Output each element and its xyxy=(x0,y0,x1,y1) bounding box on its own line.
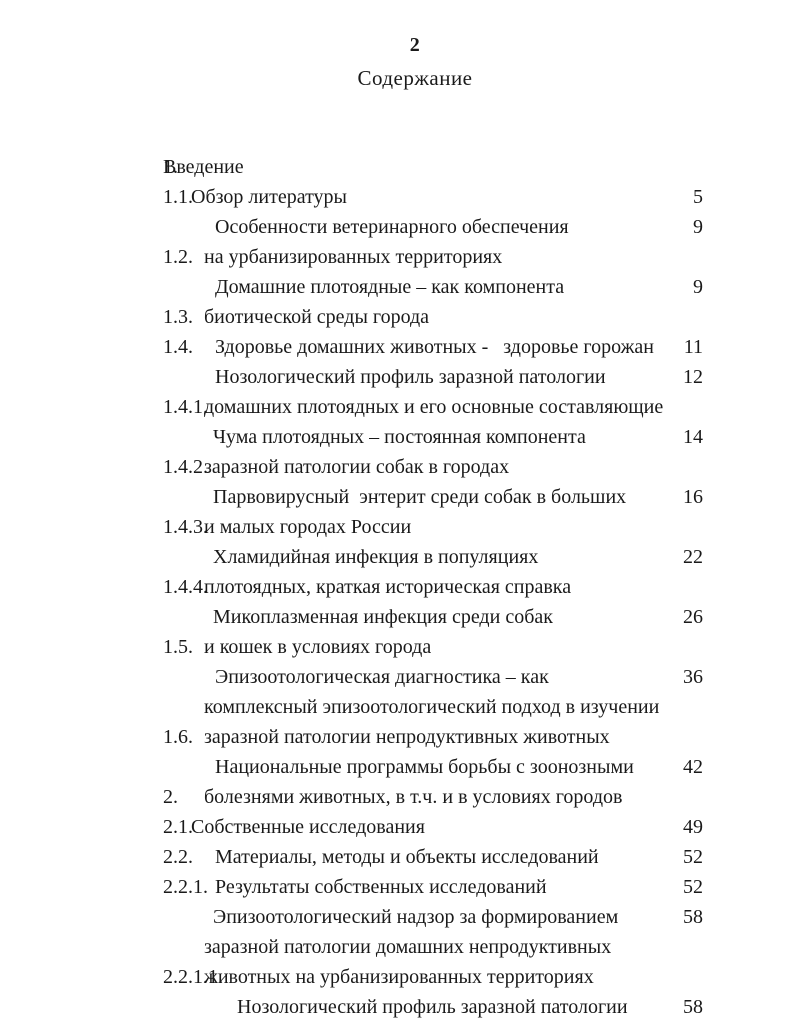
toc-entry-text: Здоровье домашних животных - здоровье го… xyxy=(215,336,655,358)
toc-entry-number: 1.5. xyxy=(163,636,193,658)
toc-entry-number: 1.6. xyxy=(163,726,193,748)
toc-title: Содержание xyxy=(357,66,473,90)
toc-entry-text: Эпизоотологический надзор за формировани… xyxy=(213,906,619,928)
toc-entry-text: Чума плотоядных – постоянная компонента xyxy=(213,426,586,448)
toc-entry-number: 1.3. xyxy=(163,306,193,328)
toc-entry-text: Парвовирусный энтерит среди собак в боль… xyxy=(213,486,627,508)
toc-entry: 1.4.2. Парвовирусный энтерит среди собак… xyxy=(0,422,799,508)
toc-entry-text: на урбанизированных территориях xyxy=(204,246,503,268)
toc-entry-number: 2.2.1.1. xyxy=(163,966,223,988)
toc-entry-number: 1.1. xyxy=(163,186,193,208)
toc-entry-number: 1.4.1. xyxy=(163,396,208,418)
toc-entry: 1. Обзор литературы 9 xyxy=(0,122,799,238)
toc-entry: на урбанизированных территориях 9 xyxy=(0,182,799,298)
toc-entry: 1.4.3. Хламидийная инфекция в популяциях xyxy=(0,482,799,568)
toc-entry-number: 2.2.1. xyxy=(163,876,208,898)
toc-entry-page: 36 xyxy=(683,666,703,688)
toc-entry-page: 52 xyxy=(683,846,703,868)
toc-entry: 1.6. Национальные программы борьбы с зоо… xyxy=(0,692,799,778)
toc-entry-text: Микоплазменная инфекция среди собак xyxy=(213,606,553,628)
toc-entry-number: 1.4. xyxy=(163,336,193,358)
toc-entry-number: 1.4.4. xyxy=(163,576,208,598)
toc-entry-number: 2.1. xyxy=(163,816,193,838)
toc-entry: 1.4. Нозологический профиль заразной пат… xyxy=(0,302,799,388)
toc-entry: комплексный эпизоотологический подход в … xyxy=(0,632,799,718)
toc-entry-page: 9 xyxy=(693,276,703,298)
toc-entry-number: 1. xyxy=(163,156,178,178)
toc-entry: 1.2. Домашние плотоядные – как компонент… xyxy=(0,212,799,298)
toc-entry: плотоядных, краткая историческая справка… xyxy=(0,512,799,628)
toc-entry-text: Нозологический профиль заразной патологи… xyxy=(237,996,628,1018)
toc-entry: и кошек в условиях города 36 xyxy=(0,572,799,688)
toc-entry-page: 22 xyxy=(683,546,703,568)
toc-entry-page: 58 xyxy=(683,996,703,1018)
toc-entry: 1.4.1. Чума плотоядных – постоянная комп… xyxy=(0,362,799,448)
toc-entry-number: 1.4.3. xyxy=(163,516,208,538)
toc-entry-text: Национальные программы борьбы с зоонозны… xyxy=(215,756,634,778)
toc-entry-text: заразной патологии непродуктивных животн… xyxy=(204,726,610,748)
toc-entry-number: 2. xyxy=(163,786,178,808)
toc-entry: и малых городах России 22 xyxy=(0,452,799,568)
toc-entry-page: 12 xyxy=(683,366,703,388)
toc-entry-text: Хламидийная инфекция в популяциях xyxy=(213,546,539,568)
toc-entry-text: домашних плотоядных и его основные соста… xyxy=(204,396,664,418)
toc-entry: 1.3. Здоровье домашних животных - здоров… xyxy=(0,272,799,388)
toc-entry: биотической среды города 11 xyxy=(0,242,799,358)
toc-entry-text: и малых городах России xyxy=(204,516,412,538)
toc-entry: заразной патологии непродуктивных животн… xyxy=(0,662,799,778)
toc-entry-text: Обзор литературы xyxy=(191,186,347,208)
toc-entry: 2.2. Результаты собственных исследований… xyxy=(0,812,799,928)
toc-entry-text: Особенности ветеринарного обеспечения xyxy=(215,216,569,238)
toc-entry-text: заразной патологии собак в городах xyxy=(204,456,510,478)
toc-entry-page: 52 xyxy=(683,876,703,898)
toc-entry: заразной патологии собак в городах 16 xyxy=(0,392,799,508)
toc-entry-text: Материалы, методы и объекты исследований xyxy=(215,846,599,868)
toc-entry: Введение 5 xyxy=(0,92,799,208)
page-number: 2 xyxy=(409,34,421,56)
toc-entry-page: 42 xyxy=(683,756,703,778)
toc-entry-number: 2.2. xyxy=(163,846,193,868)
toc-entry-page: 9 xyxy=(693,216,703,238)
toc-entry-text: и кошек в условиях города xyxy=(204,636,432,658)
toc-entry-text: Домашние плотоядные – как компонента xyxy=(215,276,565,298)
toc-entry-page: 16 xyxy=(683,486,703,508)
toc-entry-page: 5 xyxy=(693,186,703,208)
toc-entry-text: Эпизоотологическая диагностика – как xyxy=(215,666,549,688)
toc-entry: 2.2.1.1. Нозологический профиль заразной… xyxy=(0,932,799,1018)
toc-entry-text: болезнями животных, в т.ч. и в условиях … xyxy=(204,786,623,808)
toc-entry: животных на урбанизированных территориях… xyxy=(0,902,799,1018)
toc-entry: болезнями животных, в т.ч. и в условиях … xyxy=(0,722,799,838)
toc-entry-text: плотоядных, краткая историческая справка xyxy=(204,576,572,598)
toc-entry: 1.1. Особенности ветеринарного обеспечен… xyxy=(0,152,799,238)
toc-entry: 1.4.4. Микоплазменная инфекция среди соб… xyxy=(0,542,799,628)
toc-entry: 2.2.1. Эпизоотологический надзор за форм… xyxy=(0,842,799,928)
toc-entry: 2.1. Материалы, методы и объекты исследо… xyxy=(0,782,799,898)
toc-entry-number: 1.4.2. xyxy=(163,456,208,478)
toc-entry-page: 58 xyxy=(683,906,703,928)
toc-entry: 1.5. Эпизоотологическая диагностика – ка… xyxy=(0,602,799,688)
toc-entry-page: 49 xyxy=(683,816,703,838)
toc-entry-text: Собственные исследования xyxy=(191,816,425,838)
toc-entry-text: Введение xyxy=(163,156,244,178)
toc-entry: домашних плотоядных и его основные соста… xyxy=(0,332,799,448)
toc-entry-page: 11 xyxy=(683,336,703,358)
toc-entry-page: 14 xyxy=(683,426,703,448)
toc-entry-text: заразной патологии домашних непродуктивн… xyxy=(204,936,612,958)
toc-entry-text: биотической среды города xyxy=(204,306,430,328)
toc-entry-number: 1.2. xyxy=(163,246,193,268)
toc-entry: заразной патологии домашних непродуктивн… xyxy=(0,872,799,958)
toc-entry-page: 26 xyxy=(683,606,703,628)
toc-entry: 2. Собственные исследования 52 xyxy=(0,752,799,868)
toc-entry-text: комплексный эпизоотологический подход в … xyxy=(204,696,660,718)
toc-entry-text: Нозологический профиль заразной патологи… xyxy=(215,366,606,388)
toc-entry-text: животных на урбанизированных территориях xyxy=(204,966,594,988)
toc-entry-text: Результаты собственных исследований xyxy=(215,876,547,898)
toc-list: Введение 5 1. Обзор литературы 9 1.1. Ос… xyxy=(0,92,799,1018)
